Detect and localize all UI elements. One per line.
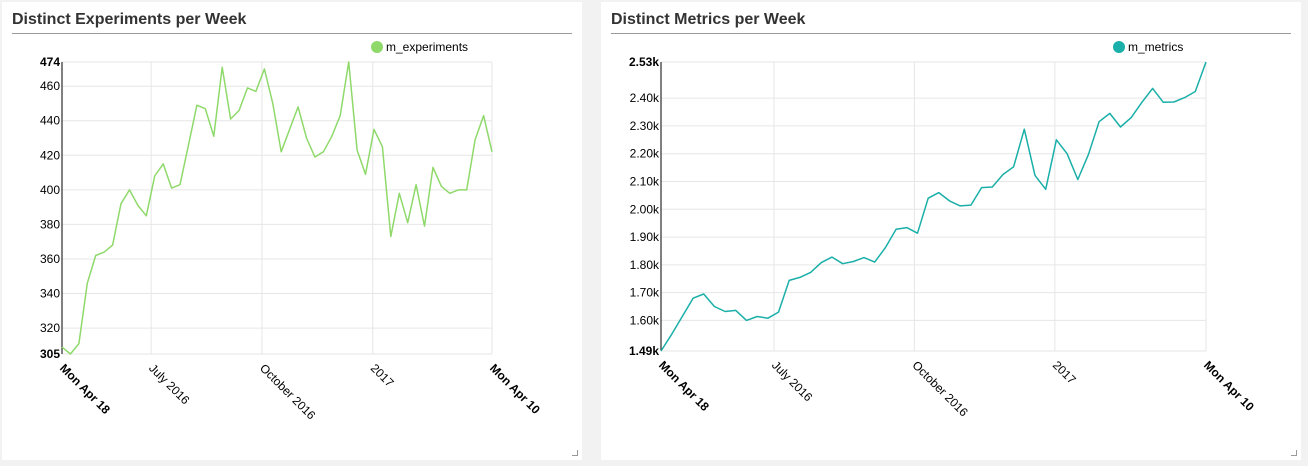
y-tick-label: 2.40k: [630, 91, 660, 105]
x-tick-label: October 2016: [257, 361, 319, 423]
experiments-line-chart: 305 320 340 360 380 400 420 440 460 474 Mon Apr 18…: [40, 40, 543, 423]
series-line-m_metrics: [660, 61, 1207, 352]
y-tick-label: 474: [40, 55, 60, 69]
resize-handle[interactable]: [1291, 450, 1297, 456]
y-tick-label: 1.90k: [630, 230, 660, 244]
title-divider: [12, 33, 572, 34]
y-tick-label: 380: [40, 217, 60, 231]
y-tick-label: 1.80k: [630, 258, 660, 272]
resize-handle[interactable]: [572, 450, 578, 456]
y-tick-label: 440: [40, 114, 60, 128]
y-tick-label: 2.10k: [630, 174, 660, 188]
panel-title: Distinct Experiments per Week: [12, 11, 247, 28]
metrics-line-chart: 1.49k 1.60k 1.70k 1.80k 1.90k 2.00k 2.10k 2.20k…: [629, 40, 1257, 420]
y-tick-label: 400: [40, 183, 60, 197]
y-tick-label: 1.49k: [629, 344, 659, 358]
x-tick-label: Mon Apr 18: [656, 358, 712, 414]
y-tick-label: 1.70k: [630, 286, 660, 300]
y-tick-label: 360: [40, 252, 60, 266]
x-tick-label: July 2016: [146, 361, 192, 407]
x-tick-label: October 2016: [909, 358, 971, 420]
y-tick-label: 2.00k: [630, 202, 660, 216]
y-tick-label: 420: [40, 148, 60, 162]
legend-marker[interactable]: [1113, 41, 1125, 53]
y-tick-label: 320: [40, 321, 60, 335]
title-divider: [611, 33, 1291, 34]
x-tick-label: Mon Apr 18: [57, 361, 113, 417]
chart-panel-experiments: Distinct Experiments per Week 305 320 340 3…: [2, 2, 582, 460]
legend-label[interactable]: m_experiments: [386, 40, 468, 54]
chart-panel-metrics: Distinct Metrics per Week 1.49k 1.60k 1.70…: [601, 2, 1301, 460]
x-tick-label: 2017: [1050, 358, 1079, 387]
y-tick-label: 460: [40, 79, 60, 93]
y-tick-label: 2.30k: [630, 119, 660, 133]
legend-label[interactable]: m_metrics: [1128, 40, 1183, 54]
y-tick-label: 340: [40, 287, 60, 301]
panel-title: Distinct Metrics per Week: [611, 11, 806, 28]
y-tick-label: 2.20k: [630, 147, 660, 161]
x-tick-label: Mon Apr 10: [487, 361, 543, 417]
series-line-m_experiments: [61, 61, 493, 355]
x-tick-label: 2017: [368, 361, 397, 390]
legend-marker[interactable]: [371, 41, 383, 53]
x-tick-label: Mon Apr 10: [1201, 358, 1257, 414]
y-tick-label: 1.60k: [630, 313, 660, 327]
y-tick-label: 305: [40, 347, 60, 361]
x-tick-label: July 2016: [769, 358, 815, 404]
y-tick-label: 2.53k: [629, 55, 659, 69]
